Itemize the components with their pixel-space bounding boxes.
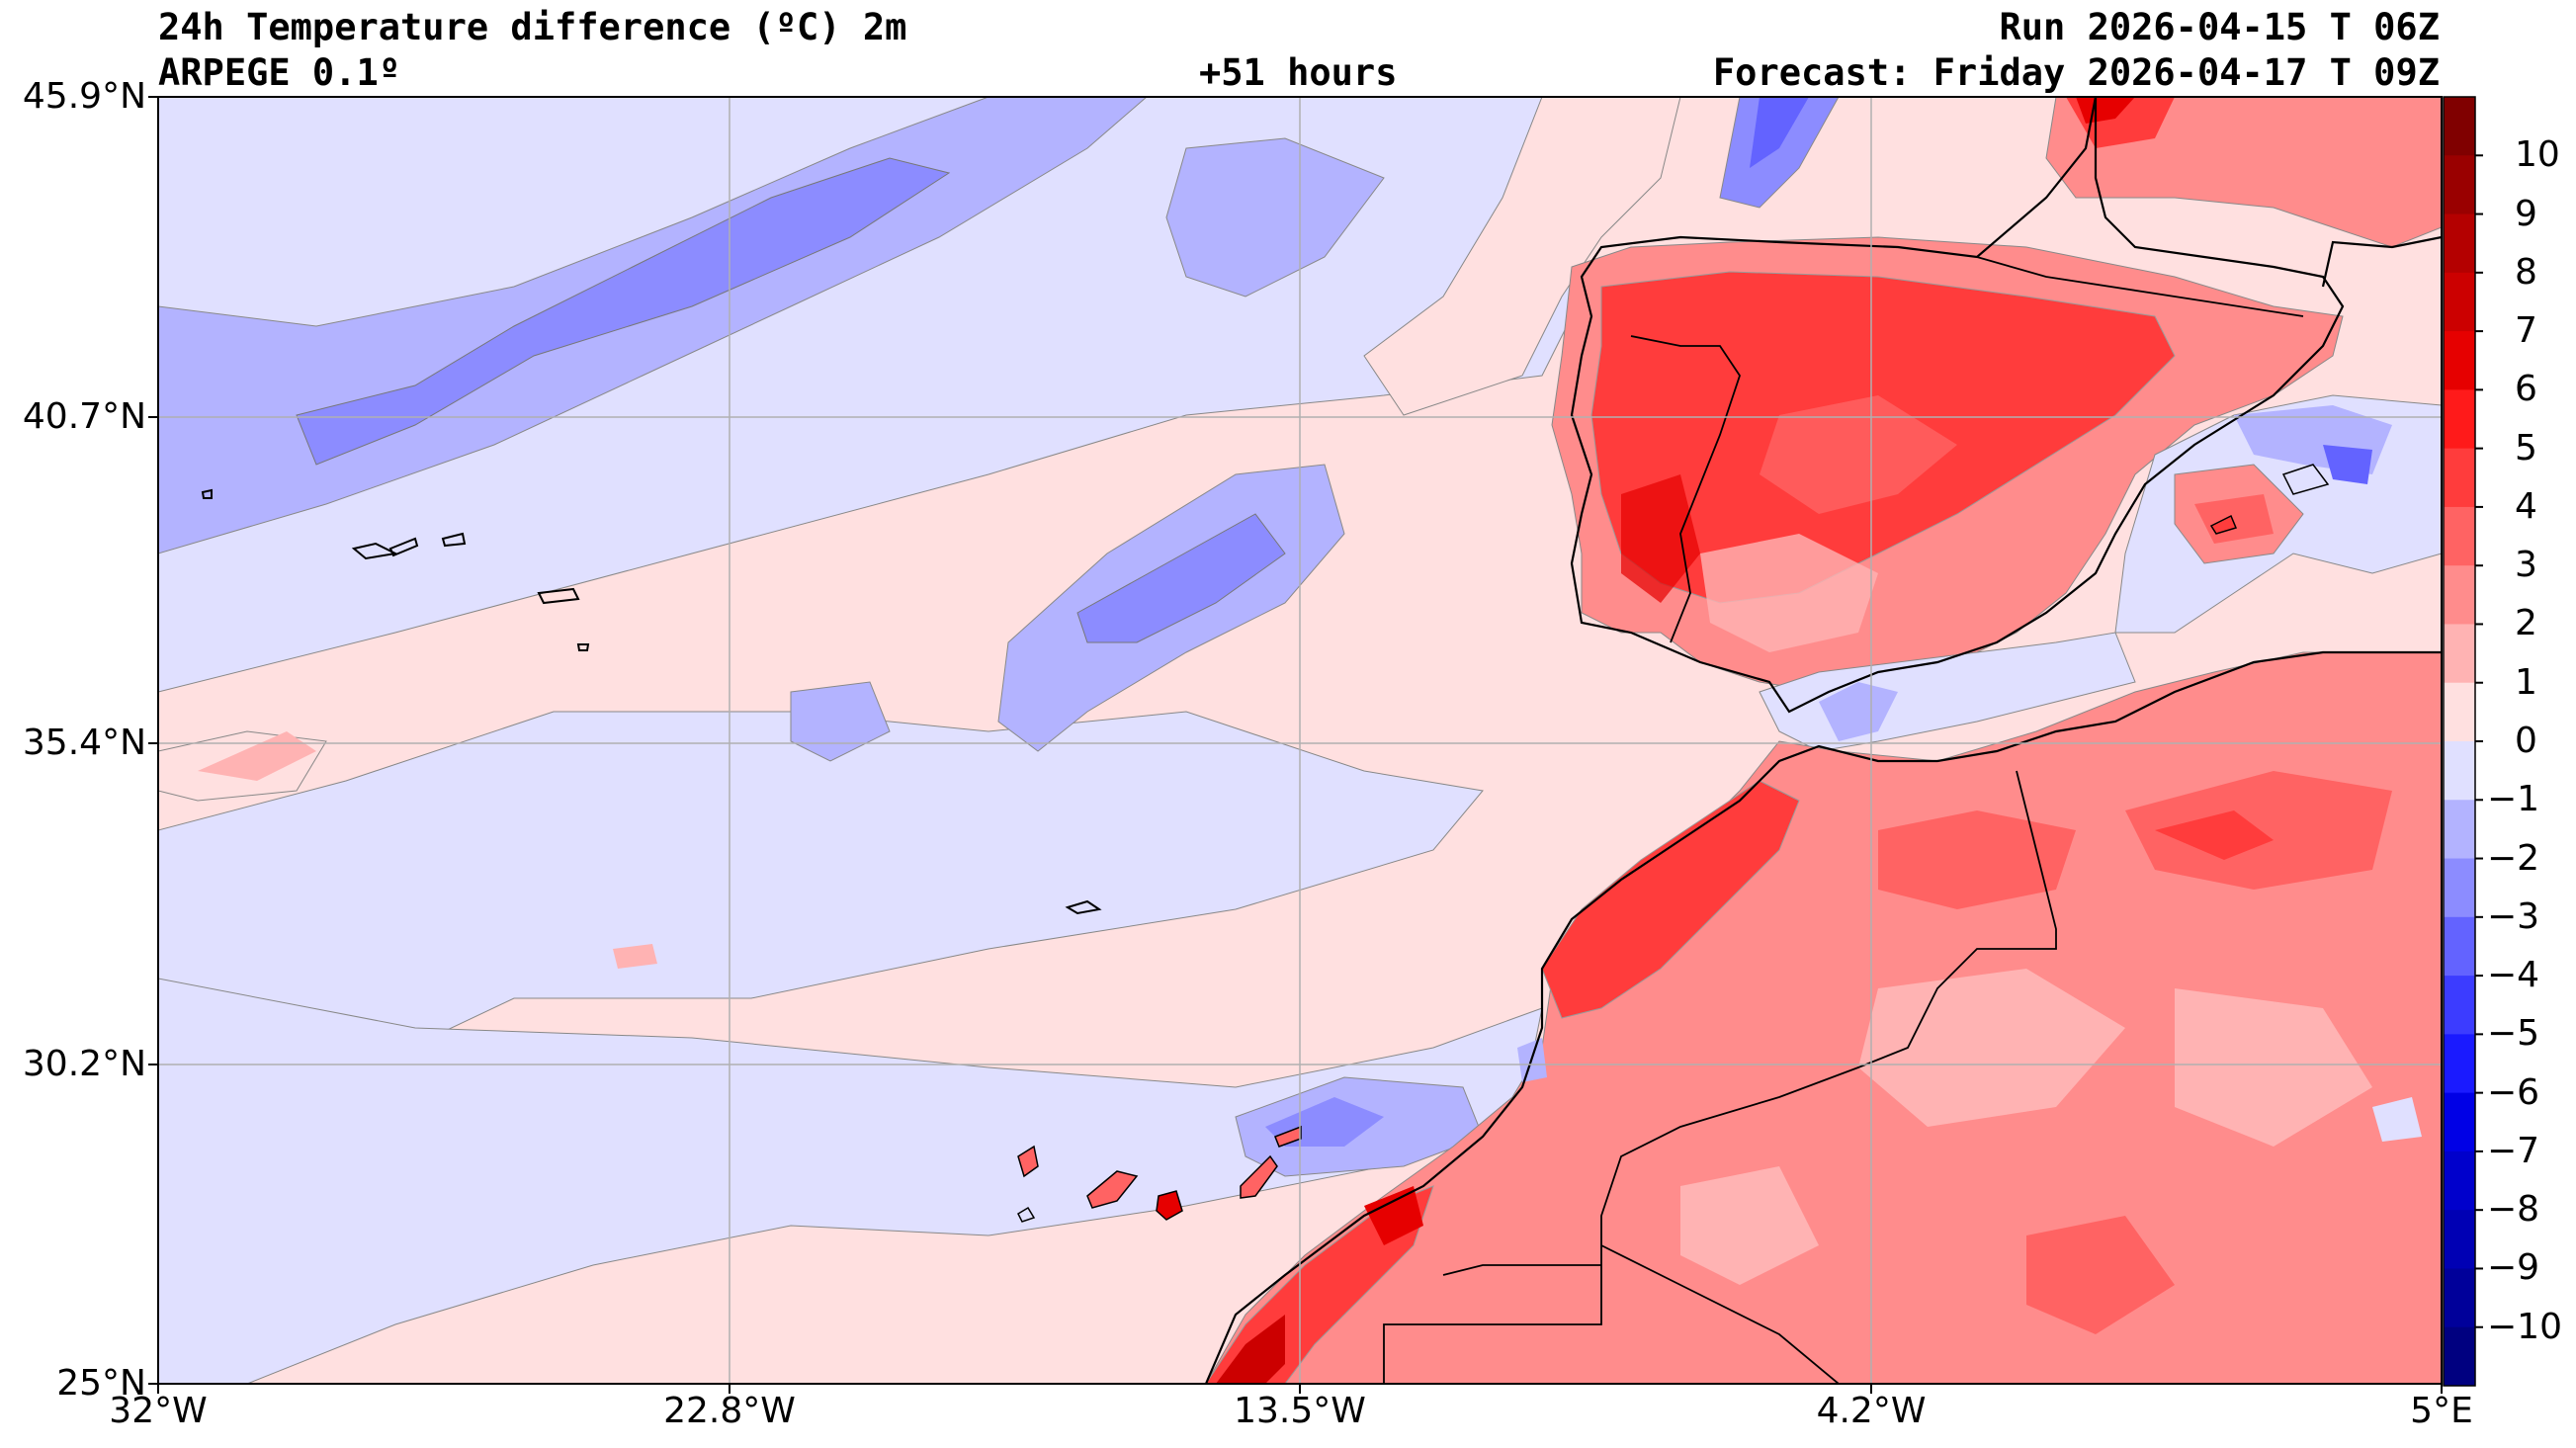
forecast-time: Forecast: Friday 2026-04-17 T 09Z: [1712, 51, 2440, 94]
borders: [1383, 256, 2304, 1384]
colorbar-band: [2444, 916, 2475, 977]
colorbar-band: [2444, 565, 2475, 625]
colorbar-band: [2444, 155, 2475, 215]
colorbar-tick-label: −4: [2487, 955, 2540, 996]
colorbar-tick-label: 2: [2515, 603, 2537, 644]
colorbar-tick-label: 0: [2515, 721, 2537, 761]
colorbar-tick-label: −9: [2487, 1247, 2540, 1289]
colorbar-tick-label: −2: [2487, 837, 2540, 879]
colorbar-tick-label: 1: [2515, 661, 2537, 703]
lon-tick-label: 4.2°W: [1816, 1391, 1927, 1431]
lead-time: +51 hours: [1199, 51, 1398, 94]
colorbar-tick-label: −3: [2487, 895, 2540, 937]
graticule: [158, 97, 2442, 1384]
colorbar-tick-label: −10: [2487, 1306, 2562, 1347]
colorbar-band: [2444, 1268, 2475, 1328]
lon-tick-label: 32°W: [109, 1391, 208, 1431]
colorbar-band: [2444, 1150, 2475, 1211]
lon-tick-label: 5°E: [2410, 1391, 2473, 1431]
lat-tick-label: 35.4°N: [22, 723, 146, 763]
colorbar-tick-label: −5: [2487, 1013, 2540, 1055]
colorbar-band: [2444, 858, 2475, 918]
colorbar-band: [2444, 331, 2475, 390]
lat-tick-label: 45.9°N: [22, 76, 146, 117]
colorbar-tick-label: 8: [2515, 251, 2537, 293]
cool-band-northwest: [158, 97, 1148, 554]
lon-tick-label: 22.8°W: [663, 1391, 796, 1431]
colorbar-band: [2444, 506, 2475, 566]
colorbar-band: [2444, 389, 2475, 450]
colorbar-band: [2444, 1326, 2475, 1387]
title-line2: ARPEGE 0.1º: [158, 51, 401, 94]
colorbar-band: [2444, 1034, 2475, 1094]
colorbar-band: [2444, 624, 2475, 684]
colorbar-band: [2444, 1092, 2475, 1152]
north-africa-hot: [1541, 780, 1800, 1019]
colorbar-band: [2444, 213, 2475, 274]
colorbar-tick-label: −7: [2487, 1130, 2540, 1171]
colorbar-band: [2444, 272, 2475, 332]
colorbar-tick-label: 4: [2515, 485, 2537, 527]
title-line1: 24h Temperature difference (ºC) 2m: [158, 6, 907, 48]
lat-tick-label: 40.7°N: [22, 396, 146, 437]
colorbar-band: [2444, 1210, 2475, 1269]
colorbar-tick-label: −8: [2487, 1189, 2540, 1231]
colorbar-band: [2444, 976, 2475, 1035]
colorbar-band: [2444, 741, 2475, 801]
run-time: Run 2026-04-15 T 06Z: [1999, 6, 2440, 48]
colorbar: [2443, 96, 2483, 1387]
colorbar-tick-label: 10: [2515, 134, 2560, 176]
colorbar-band: [2444, 448, 2475, 508]
coastlines: [1204, 97, 2442, 1384]
cold-core-northwest: [296, 157, 951, 466]
colorbar-tick-label: 3: [2515, 545, 2537, 586]
colorbar-tick-label: 5: [2515, 427, 2537, 468]
lat-tick-label: 30.2°N: [22, 1044, 146, 1084]
colorbar-band: [2444, 682, 2475, 742]
colorbar-tick-label: 7: [2515, 310, 2537, 352]
colorbar-tick-label: −1: [2487, 779, 2540, 820]
lon-tick-label: 13.5°W: [1234, 1391, 1366, 1431]
colorbar-tick-label: 9: [2515, 193, 2537, 234]
colorbar-band: [2444, 97, 2475, 156]
lat-tick-label: 25°N: [56, 1363, 146, 1404]
colorbar-band: [2444, 800, 2475, 860]
colorbar-tick-label: 6: [2515, 369, 2537, 410]
colorbar-tick-label: −6: [2487, 1071, 2540, 1113]
